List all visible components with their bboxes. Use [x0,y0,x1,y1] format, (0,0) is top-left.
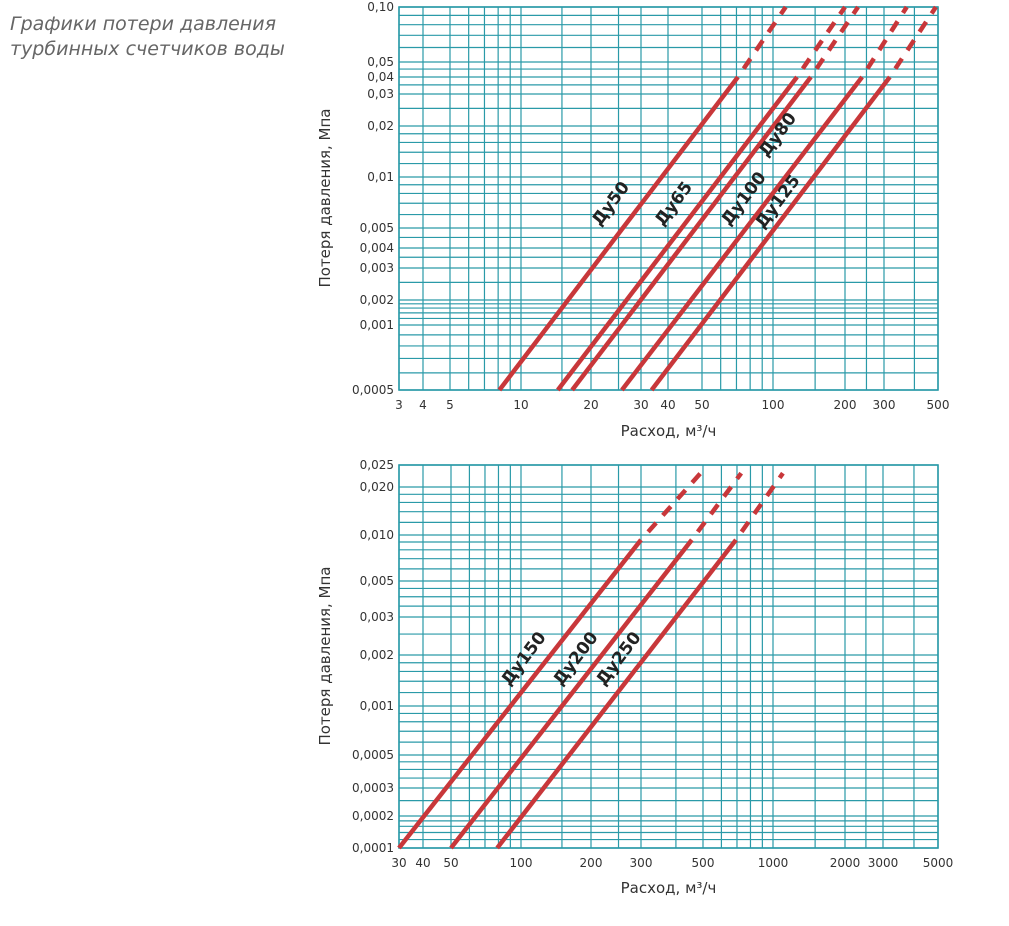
y-tick-label: 0,0003 [352,781,394,795]
y-tick-label: 0,0002 [352,809,394,823]
y-tick-label: 0,0001 [352,841,394,855]
y-tick-label: 0,005 [360,574,394,588]
y-tick-label: 0,03 [367,87,394,101]
plot-border [398,6,939,391]
x-tick-label: 50 [443,856,458,870]
y-tick-label: 0,01 [367,170,394,184]
y-tick-label: 0,0005 [352,748,394,762]
x-tick-label: 300 [630,856,653,870]
chart-title: Графики потери давления турбинных счетчи… [10,12,285,62]
y-tick-label: 0,05 [367,55,394,69]
x-tick-label: 20 [583,398,598,412]
series-line-solid [649,75,892,392]
y-tick-label: 0,001 [360,699,394,713]
x-tick-label: 5000 [923,856,954,870]
series-Ду150: Ду150 [397,471,703,850]
chart-1: 3 4 5 10 20 30 40 50 100 200 300 500 0,10 0,050,04 0,0… [316,0,949,440]
series-Ду250: Ду250 [495,471,785,850]
series-line-dashed [893,5,938,70]
x-tick-label: 10 [513,398,528,412]
x-tick-label: 200 [580,856,603,870]
y-tick-label: 0,02 [367,119,394,133]
x-tick-label: 50 [694,398,709,412]
y-tick-label: 0,002 [360,648,394,662]
series-line-solid [556,75,799,392]
x-tick-label: 300 [873,398,896,412]
x-tick-label: 5 [446,398,454,412]
x-tick-label: 40 [415,856,430,870]
series-Ду125: Ду125 [649,5,938,392]
x-tick-label: 100 [510,856,533,870]
plot-border [398,464,939,849]
y-tick-label: 0,10 [367,0,394,14]
y-axis-label: Потеря давления, Мпа [316,566,334,745]
y-tick-label: 0,025 [360,458,394,472]
y-tick-label: 0,005 [360,221,394,235]
x-tick-label: 3000 [868,856,899,870]
x-tick-label: 30 [633,398,648,412]
series-Ду200: Ду200 [449,471,744,850]
x-tick-label: 4 [419,398,427,412]
chart-2: 30 40 50 100 200 300 500 1000 2000 3000 5000 0,025 0… [316,458,953,897]
y-tick-label: 0,04 [367,70,394,84]
series-line-solid [449,538,694,850]
title-line-2: турбинных счетчиков воды [10,38,285,60]
x-tick-label: 3 [395,398,403,412]
y-tick-label: 0,020 [360,480,394,494]
title-line-1: Графики потери давления [10,13,277,35]
x-tick-label: 500 [927,398,950,412]
x-tick-label: 1000 [758,856,789,870]
y-tick-label: 0,002 [360,293,394,307]
y-axis-label: Потеря давления, Мпа [316,108,334,287]
x-tick-label: 30 [391,856,406,870]
y-tick-label: 0,003 [360,610,394,624]
x-tick-label: 40 [660,398,675,412]
grid-vertical [398,7,939,390]
x-tick-label: 100 [762,398,785,412]
grid-horizontal [399,464,938,849]
series-line-solid [495,538,738,850]
y-tick-label: 0,0005 [352,383,394,397]
series-label: Ду150 [497,628,550,689]
series-label: Ду65 [651,178,697,230]
y-tick-label: 0,010 [360,528,394,542]
x-axis-label: Расход, м³/ч [621,422,717,440]
series-line-solid [620,75,864,392]
series-line-solid [497,75,740,392]
series-line-dashed [739,471,785,534]
x-tick-label: 500 [692,856,715,870]
y-tick-label: 0,003 [360,261,394,275]
x-tick-label: 200 [834,398,857,412]
series-line-dashed [814,5,860,70]
x-tick-label: 2000 [830,856,861,870]
series-line-solid [397,538,643,850]
y-tick-label: 0,001 [360,318,394,332]
series-line-solid [570,75,813,392]
x-axis-label: Расход, м³/ч [621,879,717,897]
y-tick-label: 0,004 [360,241,394,255]
